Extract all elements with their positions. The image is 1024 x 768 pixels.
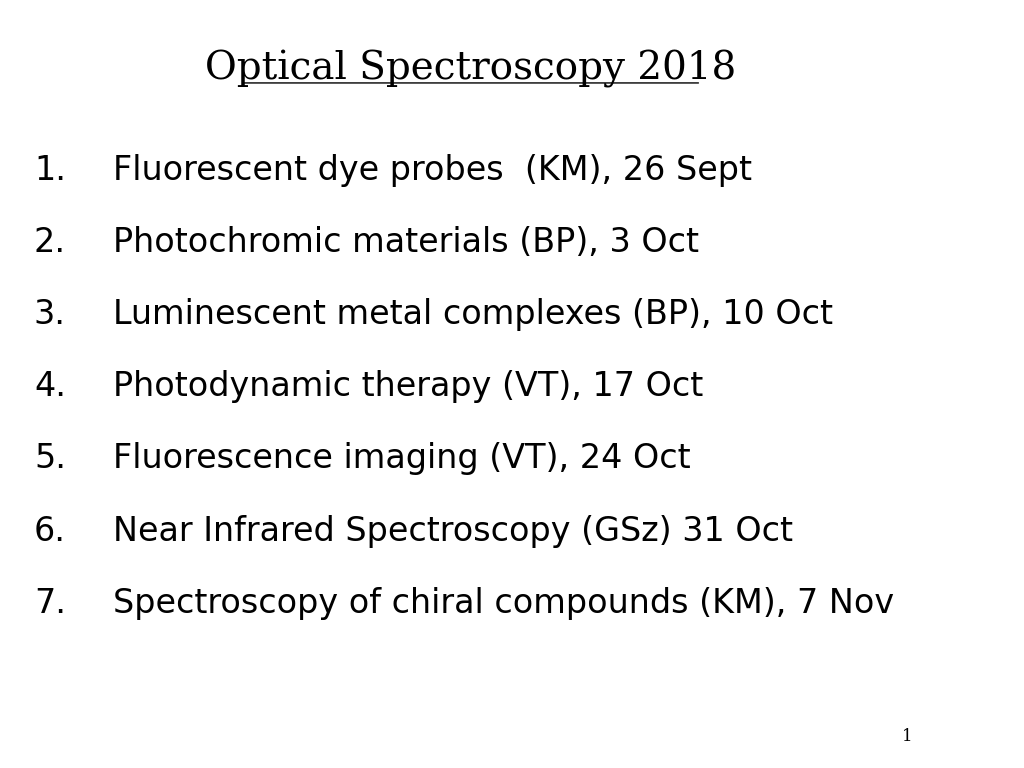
- Text: Photodynamic therapy (VT), 17 Oct: Photodynamic therapy (VT), 17 Oct: [113, 370, 703, 403]
- Text: 4.: 4.: [34, 370, 66, 403]
- Text: Spectroscopy of chiral compounds (KM), 7 Nov: Spectroscopy of chiral compounds (KM), 7…: [113, 587, 894, 620]
- Text: 1: 1: [902, 728, 913, 745]
- Text: 7.: 7.: [34, 587, 66, 620]
- Text: Fluorescent dye probes  (KM), 26 Sept: Fluorescent dye probes (KM), 26 Sept: [113, 154, 752, 187]
- Text: 3.: 3.: [34, 298, 66, 331]
- Text: Photochromic materials (BP), 3 Oct: Photochromic materials (BP), 3 Oct: [113, 226, 699, 259]
- Text: Luminescent metal complexes (BP), 10 Oct: Luminescent metal complexes (BP), 10 Oct: [113, 298, 833, 331]
- Text: 1.: 1.: [34, 154, 66, 187]
- Text: 5.: 5.: [34, 442, 66, 475]
- Text: 6.: 6.: [34, 515, 66, 548]
- Text: Optical Spectroscopy 2018: Optical Spectroscopy 2018: [205, 50, 736, 88]
- Text: Near Infrared Spectroscopy (GSz) 31 Oct: Near Infrared Spectroscopy (GSz) 31 Oct: [113, 515, 793, 548]
- Text: Fluorescence imaging (VT), 24 Oct: Fluorescence imaging (VT), 24 Oct: [113, 442, 690, 475]
- Text: 2.: 2.: [34, 226, 66, 259]
